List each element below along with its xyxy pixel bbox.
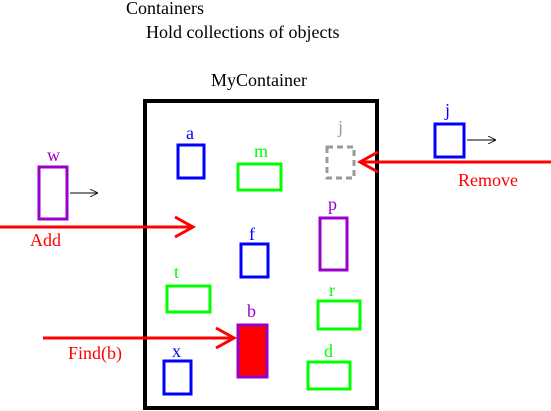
- object-j: [433, 122, 466, 159]
- object-x: [162, 359, 193, 396]
- object-m-label: m: [254, 141, 268, 161]
- object-d: [306, 360, 352, 391]
- object-a: [176, 143, 206, 180]
- object-t: [165, 284, 212, 314]
- add-label: Add: [30, 230, 61, 250]
- remove-label: Remove: [458, 170, 518, 190]
- object-b-label: b: [247, 301, 256, 321]
- object-m: [236, 162, 283, 192]
- object-d-label: d: [324, 341, 333, 361]
- object-r-label: r: [329, 280, 335, 300]
- heading-title: Containers: [126, 0, 204, 18]
- object-j-placeholder: [325, 145, 356, 180]
- object-w-label: w: [47, 145, 60, 165]
- object-w: [37, 165, 69, 221]
- object-p-label: p: [328, 194, 337, 214]
- remove-arrow-head: [356, 150, 379, 174]
- find-label: Find(b): [68, 343, 122, 364]
- container-label: MyContainer: [211, 70, 307, 90]
- object-b: [236, 323, 269, 379]
- find-arrow-head: [215, 326, 238, 350]
- object-p: [318, 216, 349, 272]
- heading-subtitle: Hold collections of objects: [146, 22, 339, 42]
- object-j-label: j: [444, 100, 450, 120]
- object-a-label: a: [186, 123, 194, 143]
- container-box: [143, 99, 379, 410]
- object-r: [316, 299, 362, 331]
- object-t-label: t: [174, 262, 179, 282]
- object-x-label: x: [172, 341, 181, 361]
- add-arrow-head: [174, 215, 197, 239]
- object-f: [239, 242, 270, 279]
- object-f-label: f: [249, 224, 255, 244]
- object-j-placeholder-label: j: [337, 117, 343, 137]
